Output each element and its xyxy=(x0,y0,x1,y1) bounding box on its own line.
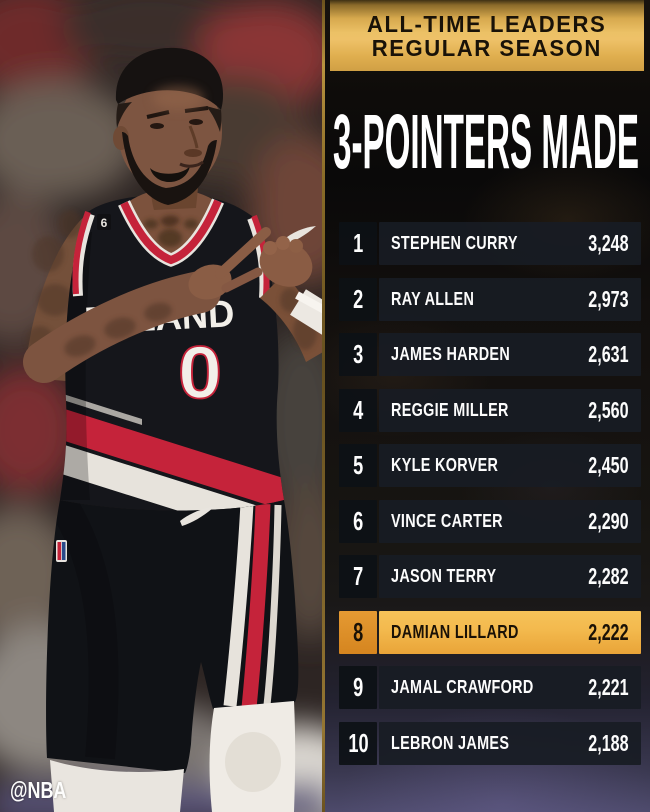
rank-number: 8 xyxy=(352,616,364,647)
player-value: 2,560 xyxy=(588,396,629,423)
pointing-finger xyxy=(215,227,271,279)
player-cell: REGGIE MILLER 2,560 xyxy=(379,388,641,432)
player-value: 2,188 xyxy=(588,729,629,756)
player-cell: DAMIAN LILLARD 2,222 xyxy=(379,610,641,654)
rank-cell: 9 xyxy=(339,666,377,709)
leader-row: 10 LEBRON JAMES 2,188 xyxy=(339,721,641,765)
player-name: STEPHEN CURRY xyxy=(391,233,518,253)
header-line-1: ALL-TIME LEADERS xyxy=(367,10,607,37)
rank-number: 6 xyxy=(352,505,364,536)
player-photo: 6 RTLAND 0 xyxy=(0,0,322,812)
rank-number: 4 xyxy=(352,394,364,425)
rank-cell: 5 xyxy=(339,444,377,487)
player-value: 2,631 xyxy=(588,341,629,367)
leader-row: 3 JAMES HARDEN 2,631 xyxy=(339,333,641,376)
leader-row: 5 KYLE KORVER 2,450 xyxy=(339,444,641,487)
player-value: 2,282 xyxy=(588,563,629,589)
player-cell: JASON TERRY 2,282 xyxy=(379,555,641,598)
player-name: KYLE KORVER xyxy=(391,455,499,475)
player-photo-illustration: 6 RTLAND 0 xyxy=(0,0,322,812)
player-name: DAMIAN LILLARD xyxy=(391,621,519,642)
forearm-tattoos xyxy=(64,302,172,357)
player-cell: JAMES HARDEN 2,631 xyxy=(379,333,641,376)
nba-watermark: @NBA xyxy=(10,777,67,803)
player-name: VINCE CARTER xyxy=(391,510,503,531)
player-cell: JAMAL CRAWFORD 2,221 xyxy=(379,666,641,709)
player-value: 2,973 xyxy=(588,285,629,312)
rank-cell: 7 xyxy=(339,555,377,598)
stat-title: 3-POINTERS MADE xyxy=(333,99,639,180)
player-beard xyxy=(122,132,217,205)
rank-number: 7 xyxy=(352,561,364,591)
player-cell: STEPHEN CURRY 3,248 xyxy=(379,222,641,265)
leader-row-highlighted: 8 DAMIAN LILLARD 2,222 xyxy=(339,610,641,654)
rank-number: 10 xyxy=(347,727,369,758)
player-value: 2,290 xyxy=(588,507,629,534)
leader-row: 1 STEPHEN CURRY 3,248 xyxy=(339,222,641,265)
leader-row: 4 REGGIE MILLER 2,560 xyxy=(339,388,641,432)
header-line-2: REGULAR SEASON xyxy=(371,34,603,61)
player-cell: KYLE KORVER 2,450 xyxy=(379,444,641,487)
jersey-white-sash xyxy=(60,434,284,511)
nike-swoosh-shorts xyxy=(180,507,214,526)
leaderboard-list: 1 STEPHEN CURRY 3,248 2 RAY ALLEN 2,973 3 JAMES… xyxy=(339,222,641,765)
player-name: RAY ALLEN xyxy=(391,288,475,309)
jersey-patch-number: 6 xyxy=(101,216,108,230)
leader-row: 7 JASON TERRY 2,282 xyxy=(339,555,641,598)
panel-header: ALL-TIME LEADERS REGULAR SEASON xyxy=(330,0,644,71)
player-cell: LEBRON JAMES 2,188 xyxy=(379,721,641,765)
jersey-patch xyxy=(97,214,111,230)
chest-tattoo xyxy=(144,219,198,247)
rank-cell: 10 xyxy=(339,721,377,765)
rank-number: 1 xyxy=(352,228,364,258)
rank-number: 9 xyxy=(352,672,364,702)
neck-tattoo xyxy=(160,215,180,227)
leader-row: 2 RAY ALLEN 2,973 xyxy=(339,277,641,321)
player-name: REGGIE MILLER xyxy=(391,399,509,420)
rank-cell: 2 xyxy=(339,277,377,321)
rank-cell: 6 xyxy=(339,499,377,543)
player-name: JASON TERRY xyxy=(391,566,497,586)
nike-swoosh-jersey xyxy=(282,226,316,245)
player-cell: RAY ALLEN 2,973 xyxy=(379,277,641,321)
player-figure: 6 RTLAND 0 xyxy=(23,47,322,812)
player-name: JAMAL CRAWFORD xyxy=(391,677,534,697)
stat-title-graphic: 3-POINTERS MADE xyxy=(333,99,639,180)
leader-row: 6 VINCE CARTER 2,290 xyxy=(339,499,641,543)
player-value: 2,222 xyxy=(588,618,629,645)
player-value: 2,221 xyxy=(588,674,629,700)
wrist-tape xyxy=(290,289,322,335)
rank-number: 2 xyxy=(352,283,364,314)
leaders-panel: ALL-TIME LEADERS REGULAR SEASON 3-POINTE… xyxy=(322,0,650,812)
player-name: LEBRON JAMES xyxy=(391,732,510,753)
nba-logo-patch xyxy=(56,540,67,562)
rank-number: 5 xyxy=(352,450,364,480)
player-value: 2,450 xyxy=(588,452,629,478)
rank-cell: 4 xyxy=(339,388,377,432)
player-value: 3,248 xyxy=(588,230,629,256)
rank-cell: 1 xyxy=(339,222,377,265)
player-name: JAMES HARDEN xyxy=(391,344,511,364)
rank-number: 3 xyxy=(352,339,364,369)
player-cell: VINCE CARTER 2,290 xyxy=(379,499,641,543)
leader-row: 9 JAMAL CRAWFORD 2,221 xyxy=(339,666,641,709)
jersey-red-sash xyxy=(60,398,284,511)
rank-cell: 3 xyxy=(339,333,377,376)
rank-cell: 8 xyxy=(339,610,377,654)
jersey-number: 0 xyxy=(178,331,222,414)
panel-gold-border xyxy=(322,0,325,812)
